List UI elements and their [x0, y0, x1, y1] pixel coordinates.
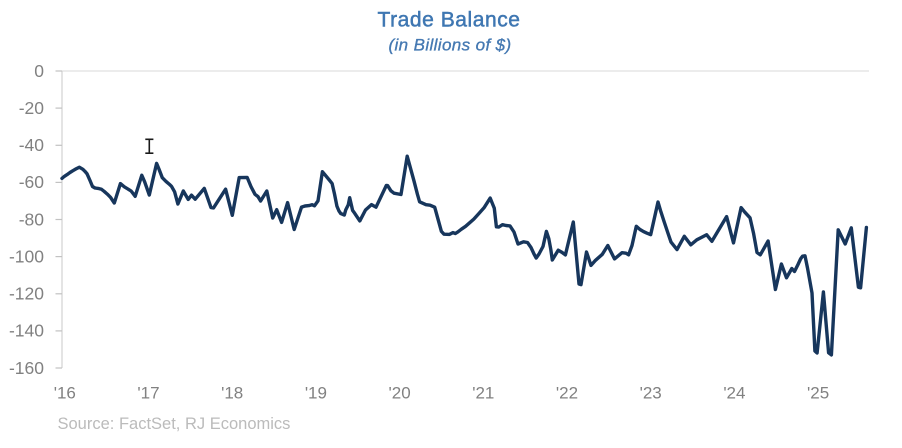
svg-text:'20: '20: [389, 383, 411, 402]
svg-text:Source: FactSet, RJ Economics: Source: FactSet, RJ Economics: [58, 415, 291, 433]
svg-text:'19: '19: [305, 383, 327, 402]
svg-text:-160: -160: [9, 358, 44, 378]
svg-text:-100: -100: [9, 246, 44, 266]
svg-text:(in Billions of $): (in Billions of $): [388, 36, 511, 55]
svg-text:-140: -140: [9, 321, 44, 341]
svg-text:'16: '16: [54, 383, 76, 402]
svg-text:-120: -120: [9, 284, 44, 304]
svg-text:'22: '22: [556, 383, 578, 402]
svg-text:'25: '25: [807, 383, 829, 402]
svg-text:-40: -40: [19, 135, 45, 155]
svg-text:'21: '21: [472, 383, 494, 402]
svg-text:0: 0: [34, 61, 44, 81]
svg-text:'24: '24: [723, 383, 745, 402]
svg-text:'23: '23: [640, 383, 662, 402]
svg-text:'17: '17: [137, 383, 159, 402]
svg-text:'18: '18: [221, 383, 243, 402]
svg-text:-20: -20: [19, 98, 45, 118]
svg-text:Trade Balance: Trade Balance: [378, 9, 521, 32]
svg-text:-60: -60: [19, 172, 45, 192]
svg-text:-80: -80: [19, 209, 45, 229]
